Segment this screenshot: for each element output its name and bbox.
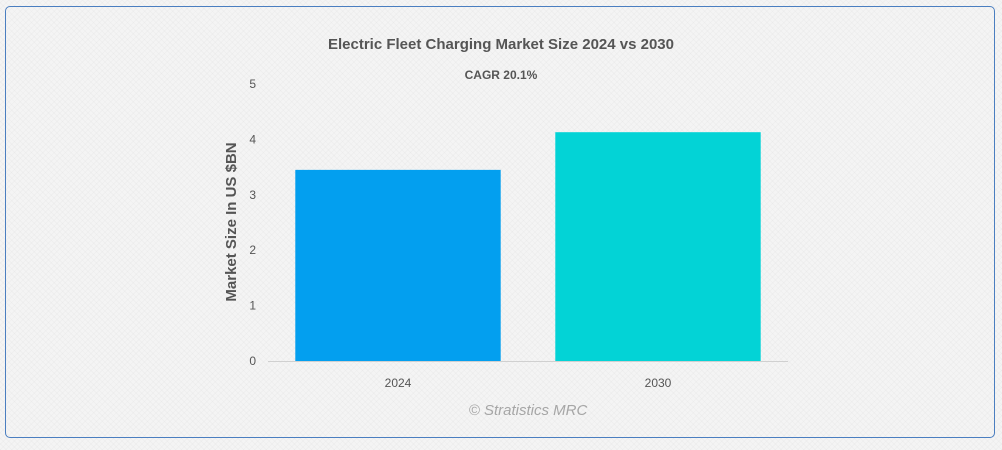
y-axis-ticks: 0 1 2 3 4 5 <box>249 77 256 368</box>
bar-2024 <box>295 169 501 361</box>
x-tick-label: 2024 <box>385 376 412 390</box>
chart-card <box>5 6 995 438</box>
x-axis-ticks: 2024 2030 <box>385 376 672 390</box>
bars <box>295 132 761 361</box>
chart-title: Electric Fleet Charging Market Size 2024… <box>328 36 674 53</box>
y-tick-label: 3 <box>249 188 256 202</box>
y-tick-label: 2 <box>249 243 256 257</box>
y-axis-label: Market Size In US $BN <box>223 142 240 301</box>
chart-subtitle: CAGR 20.1% <box>465 68 538 82</box>
y-tick-label: 0 <box>249 354 256 368</box>
bar-2030 <box>555 132 761 361</box>
x-tick-label: 2030 <box>645 376 672 390</box>
y-tick-label: 1 <box>249 299 256 313</box>
watermark: © Stratistics MRC <box>469 402 588 419</box>
y-tick-label: 4 <box>249 132 256 146</box>
y-tick-label: 5 <box>249 77 256 91</box>
